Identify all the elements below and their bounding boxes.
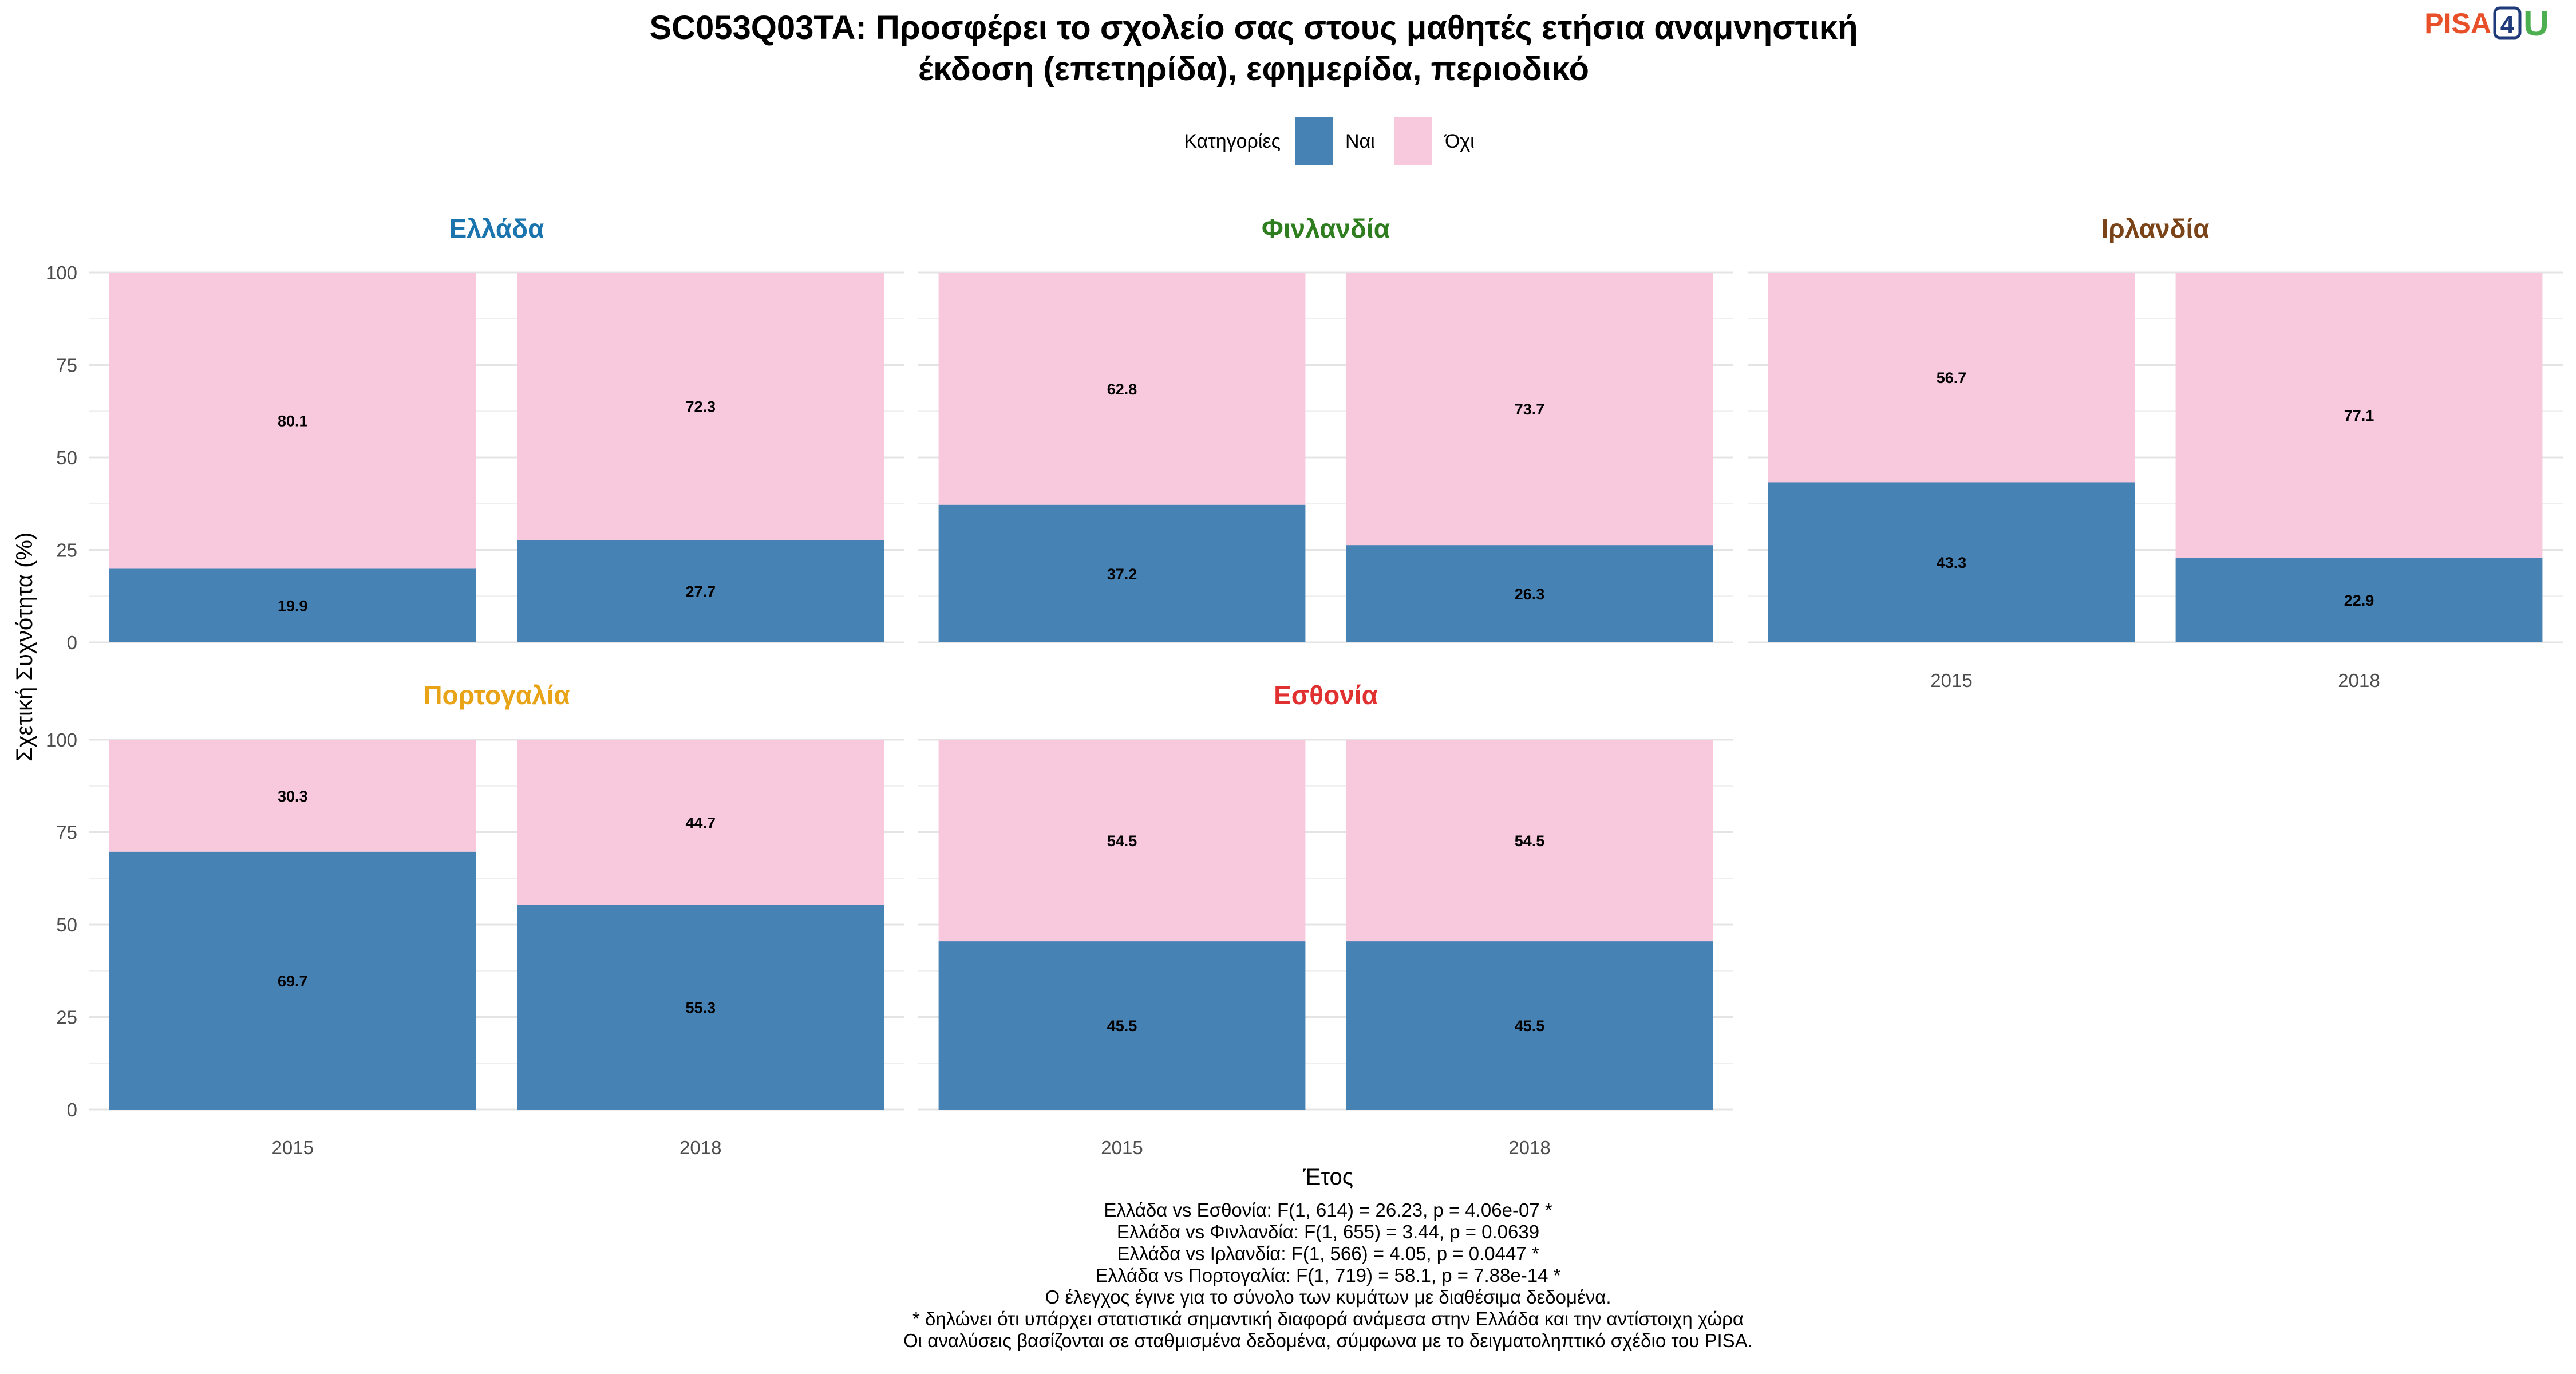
panel-5-label-yes-2015: 45.5 (1107, 1017, 1137, 1035)
legend-label-yes: Ναι (1345, 131, 1375, 152)
panel-1-y-tick-25: 25 (56, 540, 77, 561)
panel-1-label-no-2015: 80.1 (278, 413, 308, 430)
panel-5-bar-yes-2018 (1346, 941, 1713, 1110)
panel-1-y-tick-100: 100 (46, 262, 77, 283)
panel-3-label-no-2018: 77.1 (2344, 407, 2374, 424)
panel-4-bar-no-2018 (517, 740, 884, 905)
panel-1-y-tick-0: 0 (67, 632, 77, 653)
panel-2-bar-yes-2018 (1346, 545, 1713, 642)
x-axis-title: Έτος (1302, 1164, 1353, 1190)
panel-1-label-yes-2015: 19.9 (278, 598, 308, 615)
panel-4-label-yes-2018: 55.3 (685, 999, 716, 1016)
caption-line-7: Οι αναλύσεις βασίζονται σε σταθμισμένα δ… (903, 1330, 1753, 1351)
panel-4-label-no-2015: 30.3 (278, 788, 308, 805)
legend-title: Κατηγορίες (1184, 131, 1281, 152)
panel-4-bar-no-2015 (109, 740, 476, 852)
panel-2-label-no-2018: 73.7 (1515, 401, 1545, 418)
panel-1-y-tick-50: 50 (56, 447, 77, 468)
panel-1-label-no-2018: 72.3 (685, 398, 716, 416)
panel-4-y-tick-50: 50 (56, 914, 77, 935)
panel-1-bar-yes-2015 (109, 568, 476, 642)
panel-2-label-no-2015: 62.8 (1107, 381, 1137, 398)
panel-2-facet-title: Φινλανδία (1262, 214, 1390, 243)
panel-5-label-no-2015: 54.5 (1107, 832, 1137, 850)
panel-3-label-yes-2015: 43.3 (1937, 554, 1967, 571)
panel-5-x-tick-2018: 2018 (1508, 1137, 1550, 1158)
caption-line-1: Ελλάδα vs Εσθονία: F(1, 614) = 26.23, p … (1104, 1199, 1552, 1221)
panel-5-x-tick-2015: 2015 (1101, 1137, 1143, 1158)
panels: Ελλάδα 19.9 80.1 27.7 72.3 0 25 50 75 100 Φινλανδί… (46, 214, 2563, 1158)
panel-3-label-no-2015: 56.7 (1937, 369, 1967, 386)
panel-1-bar-yes-2018 (517, 540, 884, 642)
panel-2-bar-no-2015 (938, 273, 1306, 505)
caption-line-5: Ο έλεγχος έγινε για το σύνολο των κυμάτω… (1045, 1286, 1611, 1308)
panel-4-x-tick-2018: 2018 (679, 1137, 721, 1158)
y-axis-title: Σχετική Συχνότητα (%) (12, 532, 37, 762)
panel-4-bar-yes-2018 (517, 905, 884, 1110)
panel-3-bar-no-2018 (2175, 273, 2543, 558)
panel-5-bar-no-2015 (938, 740, 1306, 942)
panel-4-facet-title: Πορτογαλία (423, 680, 570, 710)
panel-3-label-yes-2018: 22.9 (2344, 592, 2374, 609)
panel-4-y-tick-100: 100 (46, 729, 77, 751)
panel-5-label-no-2018: 54.5 (1515, 832, 1545, 850)
panel-1-label-yes-2018: 27.7 (685, 583, 716, 601)
chart-title-line-2: έκδοση (επετηρίδα), εφημερίδα, περιοδικό (918, 50, 1589, 88)
panel-1-y-tick-75: 75 (56, 355, 77, 376)
panel-4-y-tick-25: 25 (56, 1007, 77, 1028)
panel-3-bar-yes-2018 (2175, 558, 2543, 642)
panel-2-label-yes-2018: 26.3 (1515, 586, 1545, 603)
panel-2-bar-yes-2015 (938, 504, 1306, 642)
caption-line-3: Ελλάδα vs Ιρλανδία: F(1, 566) = 4.05, p … (1117, 1243, 1539, 1264)
panel-4-label-no-2018: 44.7 (685, 814, 716, 831)
panel-2-label-yes-2015: 37.2 (1107, 566, 1137, 583)
panel-5-bar-no-2018 (1346, 740, 1713, 942)
logo-number: 4 (2500, 11, 2515, 39)
panel-5-facet-title: Εσθονία (1274, 680, 1378, 710)
panel-1-bar-no-2018 (517, 273, 884, 540)
panel-4-label-yes-2015: 69.7 (278, 973, 308, 990)
pisa4u-logo: PISA 4 U (2424, 4, 2549, 44)
caption-line-4: Ελλάδα vs Πορτογαλία: F(1, 719) = 58.1, … (1096, 1265, 1561, 1286)
panel-2-bar-no-2018 (1346, 273, 1713, 546)
logo-text: PISA (2424, 7, 2491, 40)
panel-3-bar-no-2015 (1768, 273, 2135, 483)
panel-5-label-yes-2018: 45.5 (1515, 1017, 1545, 1035)
legend-label-no: Όχι (1444, 131, 1475, 152)
chart-title-line-1: SC053Q03TA: Προσφέρει το σχολείο σας στο… (649, 9, 1858, 46)
panel-5-bar-yes-2015 (938, 941, 1306, 1110)
panel-1-facet-title: Ελλάδα (449, 214, 544, 243)
legend-swatch-no (1394, 117, 1432, 165)
panel-4-bar-yes-2015 (109, 851, 476, 1110)
caption-line-6: * δηλώνει ότι υπάρχει στατιστικά σημαντι… (912, 1308, 1744, 1329)
caption-line-2: Ελλάδα vs Φινλανδία: F(1, 655) = 3.44, p… (1117, 1221, 1539, 1242)
logo-suffix: U (2523, 4, 2549, 44)
panel-3-facet-title: Ιρλανδία (2101, 214, 2209, 243)
legend-swatch-yes (1295, 117, 1333, 165)
legend: Κατηγορίες Ναι Όχι (1184, 117, 1475, 165)
panel-4-x-tick-2015: 2015 (272, 1137, 314, 1158)
panel-3-x-tick-2018: 2018 (2338, 670, 2380, 691)
panel-4-y-tick-75: 75 (56, 822, 77, 843)
panel-4-y-tick-0: 0 (67, 1099, 77, 1120)
caption: Ελλάδα vs Εσθονία: F(1, 614) = 26.23, p … (903, 1199, 1753, 1351)
panel-1-bar-no-2015 (109, 273, 476, 569)
logo-number-box (2493, 6, 2522, 40)
panel-3-x-tick-2015: 2015 (1930, 670, 1972, 691)
panel-3-bar-yes-2015 (1768, 482, 2135, 642)
